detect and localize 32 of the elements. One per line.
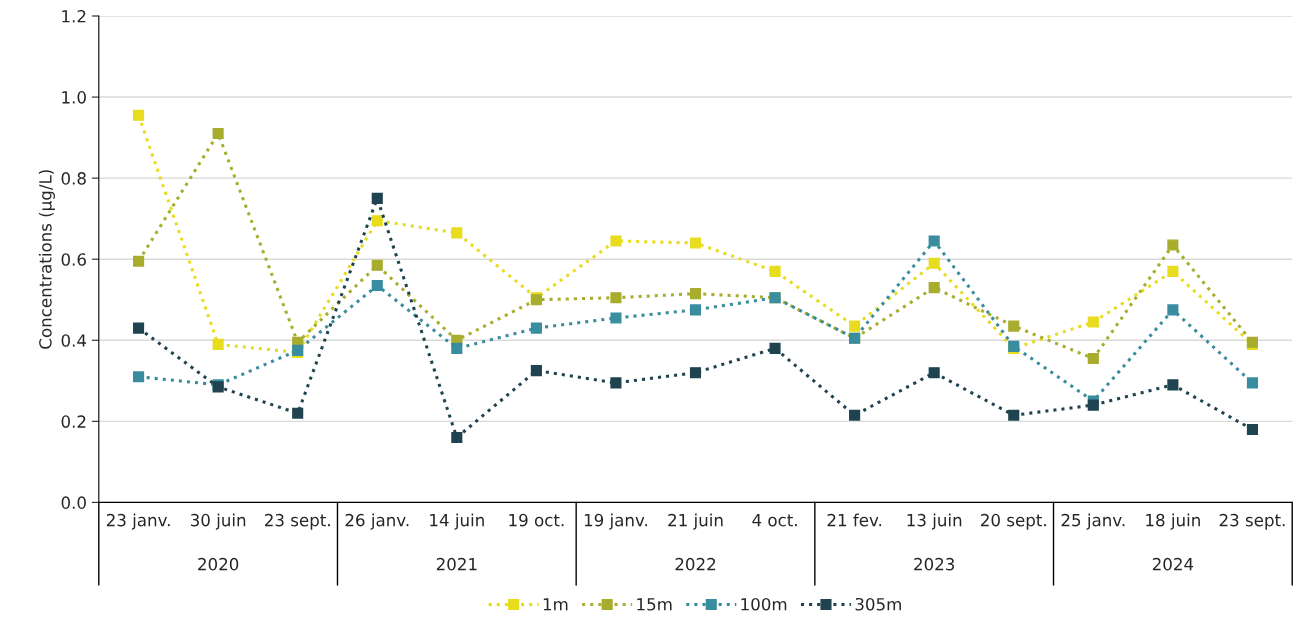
legend-label: 15m [637,598,672,611]
y-tick-label: 0.2 [61,415,86,428]
x-tick-label: 19 oct. [509,513,564,527]
x-tick-label: 21 juin [668,513,723,530]
x-tick-label: 30 juin [190,513,246,530]
x-tick-label: 23 janv. [106,513,170,530]
x-tick-label: 26 janv. [345,513,409,530]
x-tick-label: 20 sept. [981,513,1046,530]
x-tick-label: 13 juin [907,513,962,530]
y-tick-label: 1.2 [62,9,86,23]
x-tick-label: 14 juin [430,513,484,530]
x-tick-label: 21 fev. [827,513,882,527]
y-tick-label: 0.0 [61,496,86,509]
text: 2022 [675,557,716,571]
x-tick-label: 18 juin [1146,513,1200,530]
x-tick-label: 19 janv. [584,513,648,530]
legend-label: 1m [543,598,568,611]
x-tick-label: 25 janv. [1061,513,1125,530]
text: 2020 [198,557,239,571]
text: 2021 [436,557,477,571]
text: 2024 [1152,557,1194,571]
y-axis-title: Concentrations (µg/L) [38,170,55,349]
y-tick-label: 1.0 [62,91,86,104]
x-tick-label: 23 sept. [264,513,330,530]
x-tick-label: 4 oct. [752,514,797,527]
y-tick-label: 0.6 [61,253,86,266]
text: 2023 [914,557,955,571]
y-tick-label: 0.8 [61,172,86,185]
legend-label: 100m [741,597,787,611]
x-tick-label: 23 sept. [1219,513,1285,530]
y-tick-label: 0.4 [61,334,87,347]
legend-label: 305m [855,597,901,611]
